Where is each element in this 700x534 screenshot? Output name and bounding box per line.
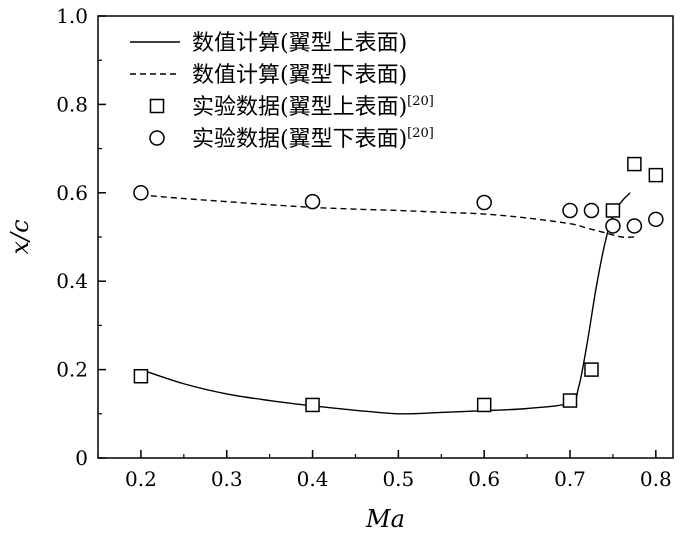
legend-label-text: 数值计算(翼型下表面): [192, 63, 407, 88]
circle-marker: [133, 185, 149, 201]
y-tick-label: 0.4: [56, 269, 88, 293]
legend-label-text: 数值计算(翼型上表面): [192, 31, 407, 56]
circle-marker: [648, 211, 664, 228]
x-tick-label: 0.5: [382, 467, 414, 491]
x-tick-label: 0.6: [468, 467, 500, 491]
square-marker: [627, 156, 642, 172]
y-axis-label: x/c: [6, 219, 34, 254]
y-tick-label: 0.2: [56, 358, 88, 382]
x-tick-label: 0.4: [297, 467, 329, 491]
circle-marker: [605, 218, 621, 234]
axis-ticks: [97, 15, 657, 459]
legend-square-marker: [149, 98, 165, 114]
legend-citation: [20]: [407, 126, 434, 141]
legend-circle-marker: [149, 130, 165, 146]
legend-label: 实验数据(翼型下表面)[20]: [192, 126, 434, 152]
series-line-0: [140, 192, 631, 415]
y-tick-label: 0.8: [56, 92, 88, 116]
square-marker: [584, 362, 599, 377]
legend-label-text: 实验数据(翼型上表面): [192, 95, 407, 120]
x-tick-label: 0.2: [125, 467, 157, 491]
x-tick-label: 0.3: [211, 467, 243, 491]
plot-lines: [140, 192, 635, 415]
legend-label-text: 实验数据(翼型下表面): [192, 127, 407, 152]
plot-markers: [133, 156, 664, 413]
tick-labels: 0.2 0.3 0.4 0.5 0.6 0.7 0.8 0 0.2 0.4 0.6 0.8 1.0: [56, 4, 672, 491]
circle-marker: [626, 218, 643, 234]
circle-marker: [476, 194, 492, 211]
legend-label: 数值计算(翼型上表面): [192, 31, 407, 56]
square-marker: [476, 397, 492, 413]
y-tick-label: 0: [75, 446, 88, 470]
legend-citation: [20]: [407, 94, 434, 109]
square-marker: [133, 368, 149, 384]
legend: 数值计算(翼型上表面)数值计算(翼型下表面)实验数据(翼型上表面)[20]实验数…: [130, 31, 434, 152]
circle-marker: [562, 202, 578, 219]
circle-marker: [583, 202, 600, 219]
x-tick-label: 0.7: [554, 467, 586, 491]
x-tick-label: 0.8: [640, 467, 672, 491]
y-tick-label: 1.0: [56, 4, 88, 28]
legend-label: 实验数据(翼型上表面)[20]: [192, 94, 434, 120]
circle-marker: [304, 193, 321, 210]
series-line-1: [140, 194, 635, 239]
x-axis-label: Ma: [365, 505, 405, 533]
square-marker: [562, 393, 578, 408]
square-marker: [305, 397, 320, 413]
square-marker: [605, 203, 621, 218]
legend-label: 数值计算(翼型下表面): [192, 63, 407, 88]
y-tick-label: 0.6: [56, 181, 88, 205]
square-marker: [648, 167, 664, 183]
